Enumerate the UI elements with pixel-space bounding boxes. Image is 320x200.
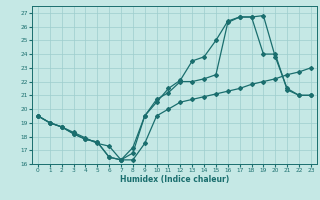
X-axis label: Humidex (Indice chaleur): Humidex (Indice chaleur)	[120, 175, 229, 184]
